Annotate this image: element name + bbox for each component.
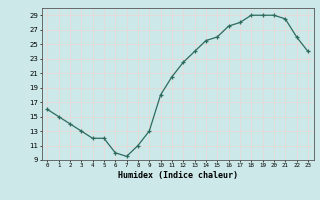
X-axis label: Humidex (Indice chaleur): Humidex (Indice chaleur): [118, 171, 237, 180]
